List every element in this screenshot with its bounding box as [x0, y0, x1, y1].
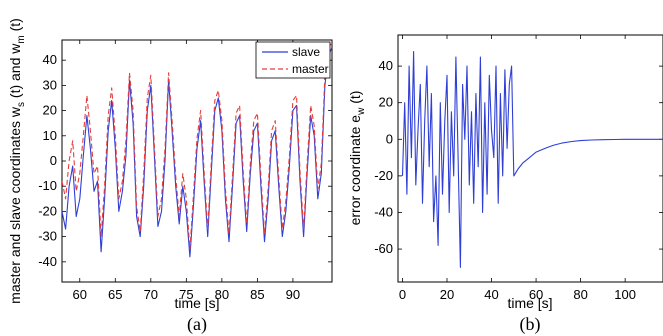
y-ticks-b: -60 -40 -20 0 20 40 [374, 58, 663, 256]
y-tick-label: -60 [374, 241, 393, 256]
y-tick-label: -40 [38, 254, 57, 269]
x-tick-label: 80 [215, 287, 229, 302]
y-tick-label: -20 [374, 168, 393, 183]
x-tick-label: 75 [179, 287, 193, 302]
x-tick-label: 85 [250, 287, 264, 302]
y-tick-label: 40 [43, 52, 57, 67]
x-tick-label: 60 [529, 287, 543, 302]
x-ticks-a: 60 65 70 75 80 85 90 [73, 40, 300, 302]
panel-caption-b: (b) [520, 314, 541, 335]
y-tick-label: -20 [38, 203, 57, 218]
x-ticks-b: 0 20 40 60 80 100 [399, 35, 636, 302]
chart-panel-a: -40 -30 -20 -10 0 10 20 30 40 60 65 70 75 80 85 90 sla… [7, 18, 333, 335]
y-tick-label: 20 [379, 95, 393, 110]
series-lines-b [401, 50, 663, 268]
x-tick-label: 90 [286, 287, 300, 302]
y-tick-label: 0 [50, 153, 57, 168]
series-lines-a [62, 42, 332, 258]
series-line-slave [62, 47, 332, 258]
x-tick-label: 20 [440, 287, 454, 302]
y-ticks-a: -40 -30 -20 -10 0 10 20 30 40 [38, 52, 332, 269]
chart-panel-b: -60 -40 -20 0 20 40 0 20 40 60 80 100 time [s] err… [347, 34, 663, 335]
x-axis-label-a: time [s] [174, 295, 219, 311]
y-tick-label: -10 [38, 178, 57, 193]
x-tick-label: 100 [614, 287, 636, 302]
x-tick-label: 80 [573, 287, 587, 302]
y-tick-label: 10 [43, 128, 57, 143]
panel-caption-a: (a) [187, 314, 207, 335]
x-tick-label: 60 [73, 287, 87, 302]
y-axis-label-b: error coordinate ew (t) [347, 91, 367, 226]
series-line-error [401, 50, 663, 268]
y-tick-label: 0 [386, 131, 393, 146]
y-axis-label-a: master and slave coordinates ws (t) and … [7, 18, 27, 304]
y-tick-label: 20 [43, 103, 57, 118]
x-tick-label: 40 [484, 287, 498, 302]
series-line-master [62, 42, 332, 250]
legend-box [255, 41, 331, 79]
x-tick-label: 65 [108, 287, 122, 302]
y-tick-label: -40 [374, 204, 393, 219]
legend-master-label: master [292, 62, 329, 76]
y-tick-label: 30 [43, 77, 57, 92]
legend-slave-label: slave [292, 45, 320, 59]
y-tick-label: 40 [379, 58, 393, 73]
x-tick-label: 0 [399, 287, 406, 302]
x-axis-label-b: time [s] [507, 295, 552, 311]
x-tick-label: 70 [144, 287, 158, 302]
y-tick-label: -30 [38, 229, 57, 244]
legend: slave master [255, 41, 331, 79]
